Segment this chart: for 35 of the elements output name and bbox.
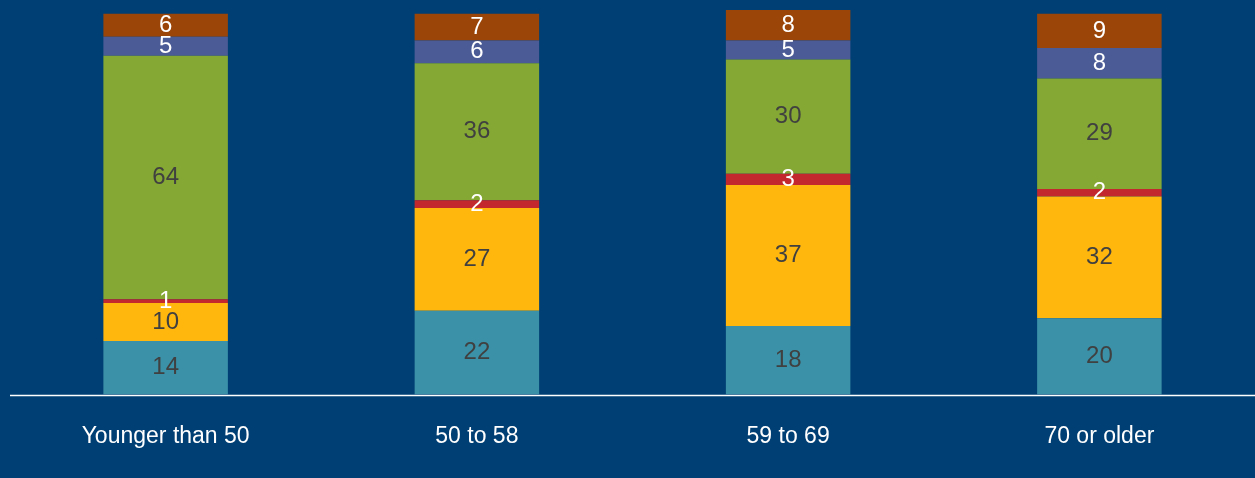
bar bbox=[1037, 318, 1162, 395]
bar bbox=[1037, 13, 1162, 49]
bar bbox=[414, 40, 540, 64]
data-label: 5 bbox=[781, 34, 795, 62]
data-label: 7 bbox=[470, 11, 484, 39]
x-tick-label: 50 to 58 bbox=[435, 421, 519, 448]
data-label: 30 bbox=[774, 101, 802, 129]
data-label: 18 bbox=[774, 344, 802, 372]
data-label: 9 bbox=[1092, 15, 1107, 43]
x-tick-label: Younger than 50 bbox=[81, 421, 250, 448]
bar bbox=[414, 13, 540, 41]
data-label: 20 bbox=[1086, 340, 1113, 368]
data-label: 14 bbox=[152, 352, 179, 380]
bar bbox=[725, 325, 851, 395]
data-label: 8 bbox=[1092, 47, 1107, 75]
x-tick-label: 70 or older bbox=[1044, 421, 1155, 448]
data-label: 29 bbox=[1086, 118, 1113, 146]
x-tick-label: 59 to 69 bbox=[746, 421, 830, 448]
data-label: 64 bbox=[152, 162, 179, 190]
bar bbox=[725, 185, 851, 326]
data-label: 6 bbox=[470, 36, 484, 64]
data-label: 22 bbox=[463, 337, 491, 365]
bar bbox=[103, 341, 228, 395]
data-label: 32 bbox=[1086, 242, 1113, 270]
data-label: 37 bbox=[774, 240, 802, 268]
bar bbox=[103, 13, 228, 37]
data-label: 8 bbox=[781, 9, 795, 37]
data-label: 27 bbox=[463, 243, 491, 271]
bar bbox=[725, 10, 851, 41]
bar bbox=[1037, 48, 1162, 79]
bar bbox=[725, 40, 851, 60]
bar bbox=[103, 36, 228, 56]
data-label: 36 bbox=[463, 116, 491, 144]
bar bbox=[414, 310, 540, 395]
data-label: 6 bbox=[158, 9, 173, 37]
